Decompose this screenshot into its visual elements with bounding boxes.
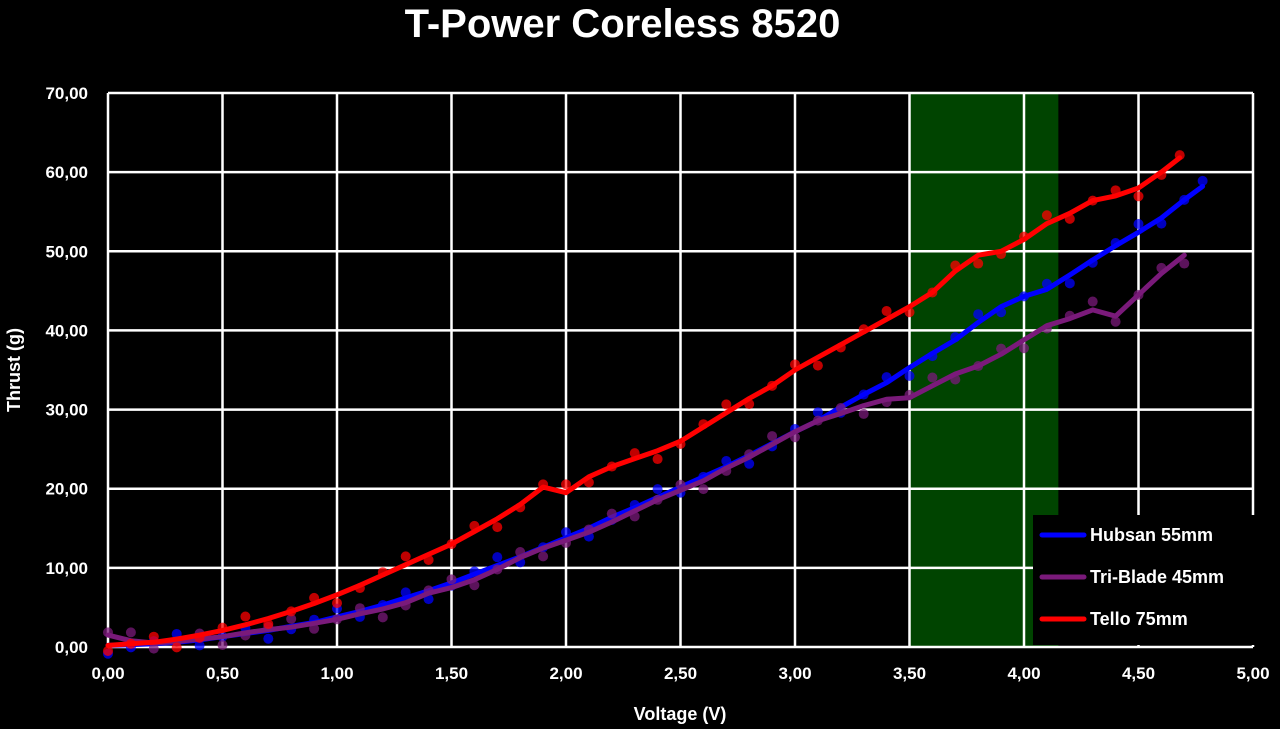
data-point <box>1087 296 1098 307</box>
y-tick-label: 70,00 <box>45 84 88 103</box>
data-point <box>927 372 938 383</box>
chart-title: T-Power Coreless 8520 <box>404 2 841 46</box>
data-point <box>812 407 823 418</box>
data-point <box>171 642 182 653</box>
x-tick-label: 4,00 <box>1007 664 1040 683</box>
data-point <box>1133 191 1144 202</box>
data-point <box>881 306 892 317</box>
data-point <box>103 645 113 656</box>
y-axis-title: Thrust (g) <box>4 328 24 412</box>
data-point <box>698 484 709 495</box>
y-tick-label: 50,00 <box>45 242 88 261</box>
data-point <box>767 431 778 442</box>
legend-label: Hubsan 55mm <box>1090 525 1213 545</box>
x-tick-label: 0,50 <box>206 664 239 683</box>
data-point <box>1179 258 1190 269</box>
data-point <box>400 551 411 562</box>
x-tick-label: 2,50 <box>664 664 697 683</box>
x-tick-label: 5,00 <box>1236 664 1269 683</box>
data-point <box>217 640 228 651</box>
data-point <box>1041 210 1052 221</box>
legend: Hubsan 55mm Tri-Blade 45mm Tello 75mm <box>1033 515 1255 645</box>
data-point <box>973 258 984 269</box>
legend-label: Tri-Blade 45mm <box>1090 567 1224 587</box>
data-point <box>194 640 205 651</box>
x-tick-label: 0,00 <box>91 664 124 683</box>
data-point <box>354 603 365 614</box>
data-point <box>904 370 915 381</box>
x-axis-title: Voltage (V) <box>634 704 727 724</box>
x-tick-labels: 0,00 0,50 1,00 1,50 2,00 2,50 3,00 3,50 4,00 4,50… <box>91 664 1269 683</box>
x-tick-label: 3,50 <box>893 664 926 683</box>
data-point <box>561 479 571 490</box>
data-point <box>744 458 755 469</box>
data-point <box>1110 316 1121 327</box>
data-point <box>973 309 984 320</box>
series-line <box>105 155 1183 648</box>
data-point <box>652 454 663 465</box>
x-tick-label: 1,00 <box>320 664 353 683</box>
y-tick-label: 20,00 <box>45 480 88 499</box>
series-2 <box>103 150 1185 656</box>
y-tick-label: 60,00 <box>45 163 88 182</box>
data-point <box>1019 343 1029 354</box>
x-tick-label: 3,00 <box>778 664 811 683</box>
x-tick-label: 4,50 <box>1122 664 1155 683</box>
data-point <box>858 408 869 419</box>
data-point <box>1197 175 1208 186</box>
series-line <box>105 252 1187 646</box>
data-point <box>652 484 663 495</box>
data-point <box>332 598 342 609</box>
data-point <box>721 399 732 410</box>
data-point <box>309 623 320 634</box>
y-tick-label: 0,00 <box>55 638 88 657</box>
y-tick-label: 40,00 <box>45 321 88 340</box>
data-point <box>240 611 251 622</box>
data-point <box>1133 218 1144 229</box>
data-point <box>538 551 549 562</box>
data-point <box>377 612 388 623</box>
data-point <box>1064 278 1075 289</box>
data-point <box>606 508 617 519</box>
data-point <box>125 627 136 638</box>
x-tick-label: 1,50 <box>435 664 468 683</box>
legend-label: Tello 75mm <box>1090 609 1188 629</box>
data-point <box>263 633 274 644</box>
data-point <box>446 574 457 585</box>
x-tick-label: 2,00 <box>549 664 582 683</box>
data-point <box>148 643 159 654</box>
data-point <box>492 552 503 563</box>
y-tick-labels: 0,00 10,00 20,00 30,00 40,00 50,00 60,00 70,00 <box>45 84 88 657</box>
y-tick-label: 10,00 <box>45 559 88 578</box>
y-tick-label: 30,00 <box>45 401 88 420</box>
data-point <box>286 613 297 624</box>
data-point <box>148 631 159 642</box>
data-point <box>492 522 503 533</box>
data-point <box>812 360 823 371</box>
series-layer <box>103 150 1208 659</box>
